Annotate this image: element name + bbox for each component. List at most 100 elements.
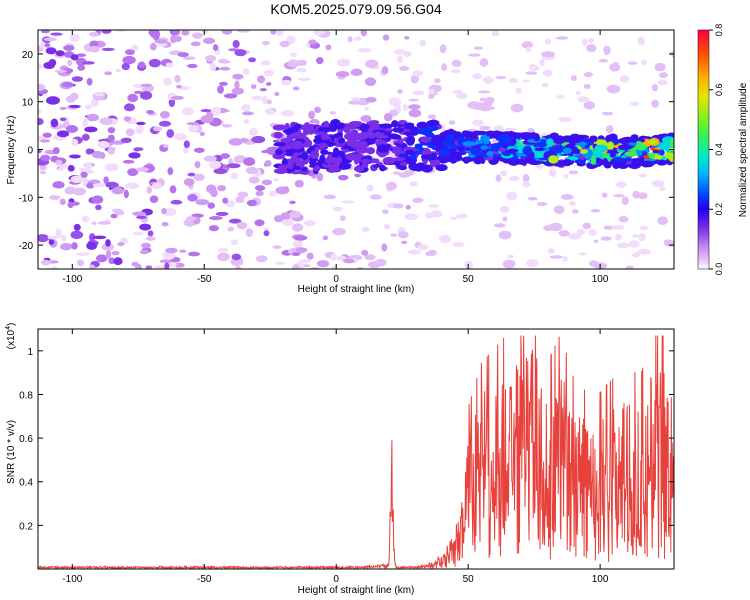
spectrogram-cell <box>248 176 260 184</box>
spectrogram-cell <box>168 261 177 268</box>
spectrogram-cell <box>123 189 129 199</box>
spectrogram-cell <box>290 154 298 164</box>
spectrogram-cell <box>217 252 230 262</box>
spectrogram-cell <box>243 157 256 166</box>
spectrogram-cell <box>133 231 144 236</box>
spectrogram-cell <box>43 37 57 42</box>
spectrogram-cell <box>264 108 275 115</box>
spectrogram-cell <box>316 57 324 65</box>
spectrogram-cell <box>47 235 58 240</box>
spectrogram-cell <box>601 192 608 198</box>
spectrogram-cell <box>292 239 303 248</box>
spectrogram-cell <box>104 163 119 172</box>
spectrogram-cell <box>134 263 142 269</box>
spectrogram-y-tick-label: -20 <box>19 241 34 252</box>
spectrogram-cell <box>280 212 292 220</box>
spectrogram-cell <box>361 226 370 233</box>
spectrogram-cell <box>342 148 350 153</box>
spectrogram-cell <box>509 139 517 146</box>
spectrogram-cell <box>232 39 240 49</box>
spectrogram-cell <box>578 252 587 256</box>
spectrogram-cell <box>115 68 121 73</box>
spectrogram-cell <box>122 159 135 164</box>
spectrogram-cell <box>248 57 256 63</box>
spectrogram-cell <box>410 74 419 84</box>
spectrogram-cell <box>583 101 596 110</box>
spectrogram-cell <box>182 146 189 154</box>
spectrogram-cell <box>392 171 402 175</box>
spectrogram-cell <box>68 198 75 203</box>
spectrogram-cell <box>145 265 153 269</box>
spectrogram-cell <box>583 71 594 78</box>
spectrogram-cell <box>605 125 614 134</box>
spectrogram-y-tick-label: -10 <box>19 193 34 204</box>
spectrogram-cell <box>397 88 403 95</box>
colorbar: 0.0 0.2 0.4 0.6 0.8 Normalized spectral ampl… <box>697 24 749 275</box>
spectrogram-cell <box>193 147 205 153</box>
spectrogram-cell <box>223 93 238 99</box>
spectrogram-cell <box>324 157 332 164</box>
spectrogram-cell <box>287 59 300 68</box>
spectrogram-cell <box>141 83 153 88</box>
spectrogram-cell <box>182 56 196 61</box>
spectrogram-cell <box>161 221 169 227</box>
spectrogram-cell <box>652 150 660 154</box>
spectrogram-cell <box>357 266 364 269</box>
spectrogram-cell <box>125 49 135 56</box>
figure-title: KOM5.2025.079.09.56.G04 <box>270 1 441 17</box>
spectrogram-cell <box>331 265 338 269</box>
spectrogram-cell <box>520 132 535 140</box>
spectrogram-cell <box>120 137 132 143</box>
spectrogram-cell <box>576 228 585 236</box>
spectrogram-cell <box>399 161 408 166</box>
spectrogram-cell <box>263 69 275 77</box>
spectrogram-cell <box>617 242 630 249</box>
spectrogram-cell <box>159 259 174 264</box>
spectrogram-cell <box>582 222 592 230</box>
spectrogram-cell <box>86 182 95 189</box>
spectrogram-cell <box>68 104 81 109</box>
colorbar-tick-label: 0.6 <box>714 83 724 96</box>
spectrogram-cell <box>434 78 441 84</box>
spectrogram-cell <box>412 197 424 204</box>
spectrogram-cell <box>562 147 573 155</box>
spectrogram-cell <box>51 266 58 269</box>
spectrogram-cell <box>397 231 409 239</box>
spectrogram-cell <box>522 181 531 188</box>
spectrogram-cell <box>338 122 346 129</box>
spectrogram-cell <box>103 176 109 185</box>
spectrogram-cell <box>319 142 328 148</box>
spectrogram-cell <box>322 235 329 241</box>
spectrogram-cell <box>380 135 389 139</box>
spectrogram-cell <box>651 83 659 92</box>
spectrogram-y-axis-label: Frequency (Hz) <box>6 116 17 185</box>
spectrogram-cell <box>413 150 423 155</box>
spectrogram-cell <box>200 109 212 113</box>
spectrogram-cell <box>295 157 302 162</box>
snr-y-tick-label: 0.2 <box>19 521 33 532</box>
snr-y-axis-label: SNR (10 * v/v) <box>6 420 17 484</box>
spectrogram-cell <box>259 88 267 92</box>
spectrogram-cell <box>273 142 286 147</box>
spectrogram-cell <box>482 76 494 84</box>
spectrogram-cell <box>168 98 176 108</box>
spectrogram-cell <box>199 131 205 137</box>
spectrogram-cell <box>421 164 433 173</box>
spectrogram-cell <box>615 181 627 188</box>
spectrogram-cell <box>38 83 46 91</box>
spectrogram-cell <box>123 103 135 112</box>
spectrogram-cell <box>273 168 288 174</box>
spectrogram-cell <box>255 190 264 197</box>
spectrogram-cell <box>506 191 518 201</box>
spectrogram-cell <box>522 79 531 83</box>
spectrogram-cell <box>443 129 457 134</box>
spectrogram-cell <box>92 183 106 188</box>
spectrogram-cell <box>638 157 645 166</box>
spectrogram-cell <box>657 79 668 86</box>
spectrogram-cell <box>428 204 440 208</box>
spectrogram-cell <box>639 225 649 231</box>
spectrogram-cell <box>441 63 448 71</box>
spectrogram-cell <box>628 240 640 248</box>
spectrogram-cell <box>344 132 357 141</box>
spectrogram-cell <box>89 40 99 48</box>
